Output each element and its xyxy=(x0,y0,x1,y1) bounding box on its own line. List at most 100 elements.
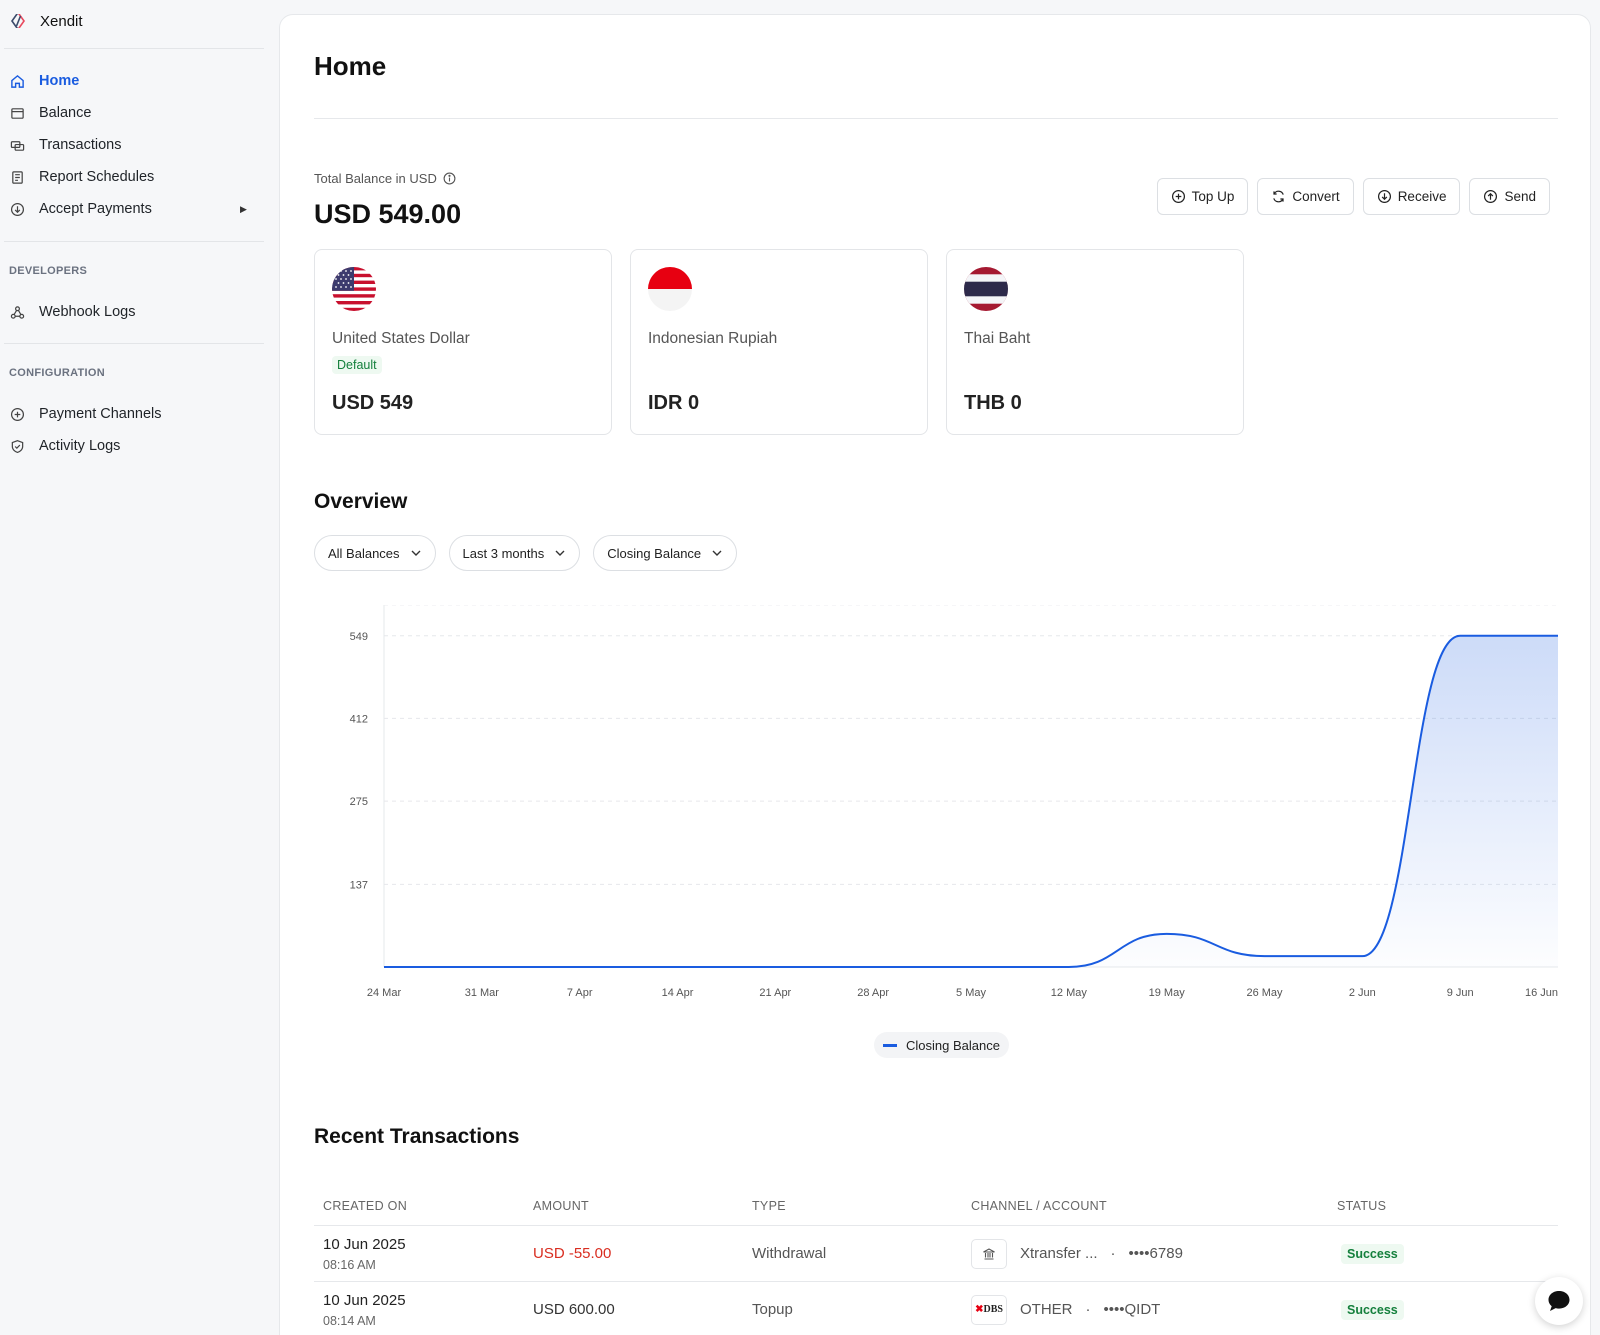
account-number: ••••6789 xyxy=(1128,1245,1183,1262)
separator-dot: · xyxy=(1110,1245,1116,1262)
main-panel: Home Total Balance in USD USD 549.00 Top… xyxy=(279,14,1591,1335)
divider xyxy=(4,343,264,344)
data-point xyxy=(479,965,484,970)
convert-button[interactable]: Convert xyxy=(1257,178,1354,215)
x-tick-label: 28 Apr xyxy=(857,987,889,999)
currency-card-thb[interactable]: Thai Baht THB 0 xyxy=(946,249,1244,435)
default-badge: Default xyxy=(332,356,382,374)
refresh-icon xyxy=(1273,190,1285,203)
column-header: CHANNEL / ACCOUNT xyxy=(971,1198,1107,1213)
sidebar-item-label: Accept Payments xyxy=(39,201,152,217)
x-tick-label: 7 Apr xyxy=(567,987,593,999)
data-point xyxy=(1458,633,1463,638)
filter-label: Closing Balance xyxy=(607,545,702,561)
plus-circle-icon xyxy=(10,407,25,421)
main-nav: Home Balance Transactions Report Schedul… xyxy=(0,49,270,225)
xendit-logo-icon xyxy=(11,14,25,28)
caret-right-icon: ▶ xyxy=(240,203,247,214)
time: 08:14 AM xyxy=(323,1313,376,1328)
legend-swatch xyxy=(883,1043,897,1047)
currency-amount: USD 549 xyxy=(332,392,414,414)
x-tick-label: 5 May xyxy=(956,987,986,999)
sidebar-item-transactions[interactable]: Transactions xyxy=(0,129,270,161)
currency-card-usd[interactable]: United States Dollar Default USD 549 xyxy=(314,249,612,435)
data-point xyxy=(1360,954,1365,959)
convert-label: Convert xyxy=(1292,189,1340,204)
arrow-down-circle-icon xyxy=(10,202,25,216)
us-flag-icon xyxy=(332,267,376,311)
send-button[interactable]: Send xyxy=(1469,178,1550,215)
sidebar-item-label: Report Schedules xyxy=(39,169,155,185)
sidebar-item-webhook-logs[interactable]: Webhook Logs xyxy=(0,296,270,328)
chevron-down-icon xyxy=(555,550,565,556)
date: 10 Jun 2025 xyxy=(323,1291,406,1309)
balance-filter-dropdown[interactable]: All Balances xyxy=(314,535,436,571)
info-icon[interactable] xyxy=(443,172,456,185)
divider xyxy=(314,118,1558,119)
column-header: CREATED ON xyxy=(323,1198,408,1213)
currency-card-idr[interactable]: Indonesian Rupiah IDR 0 xyxy=(630,249,928,435)
sidebar-item-label: Balance xyxy=(39,105,92,121)
chart-legend[interactable]: Closing Balance xyxy=(874,1032,1009,1058)
column-header: AMOUNT xyxy=(533,1198,589,1213)
period-filter-dropdown[interactable]: Last 3 months xyxy=(448,535,581,571)
overview-filters: All Balances Last 3 months Closing Balan… xyxy=(314,535,738,571)
table-row[interactable]: 10 Jun 2025 08:14 AM USD 600.00 Topup ✖ D… xyxy=(314,1282,1558,1335)
report-icon xyxy=(12,170,23,184)
sidebar-item-label: Webhook Logs xyxy=(39,304,136,320)
total-balance-label: Total Balance in USD xyxy=(314,171,456,186)
y-tick-label: 137 xyxy=(350,879,368,891)
sidebar-item-report-schedules[interactable]: Report Schedules xyxy=(0,161,270,193)
receive-label: Receive xyxy=(1397,189,1447,204)
currency-name: Thai Baht xyxy=(964,330,1031,347)
table-header: CREATED ON AMOUNT TYPE CHANNEL / ACCOUNT… xyxy=(314,1186,1558,1226)
brand[interactable]: Xendit xyxy=(0,0,270,42)
closing-balance-chart: 137 275 412 549 24 Mar 31 Mar 7 Apr 14 Apr 21 Ap… xyxy=(350,605,1558,999)
separator-dot: · xyxy=(1085,1301,1091,1318)
sidebar-item-label: Transactions xyxy=(39,137,122,153)
currency-name: United States Dollar xyxy=(332,330,470,347)
data-point xyxy=(1066,965,1071,970)
type-cell: Withdrawal xyxy=(752,1245,827,1262)
sidebar-item-balance[interactable]: Balance xyxy=(0,97,270,129)
wallet-icon xyxy=(11,107,24,119)
arrow-down-circle-icon xyxy=(1377,189,1391,204)
type-cell: Topup xyxy=(752,1301,793,1318)
section-title-configuration: CONFIGURATION xyxy=(9,367,105,379)
chevron-down-icon xyxy=(411,550,421,556)
total-balance-value: USD 549.00 xyxy=(314,199,462,229)
sidebar-item-accept-payments[interactable]: Accept Payments ▶ xyxy=(0,193,270,225)
y-tick-label: 275 xyxy=(350,796,368,808)
section-title-developers: DEVELOPERS xyxy=(9,265,88,277)
x-tick-label: 19 May xyxy=(1149,987,1186,999)
data-point xyxy=(969,965,974,970)
table-row[interactable]: 10 Jun 2025 08:16 AM USD -55.00 Withdraw… xyxy=(314,1226,1558,1282)
metric-filter-dropdown[interactable]: Closing Balance xyxy=(593,535,738,571)
channel-cell: ✖ DBS OTHER · ••••QIDT xyxy=(971,1294,1337,1325)
currency-amount: IDR 0 xyxy=(648,392,700,414)
sidebar-item-payment-channels[interactable]: Payment Channels xyxy=(0,398,270,430)
series-area xyxy=(384,635,1558,967)
account-number: ••••QIDT xyxy=(1103,1301,1161,1318)
chat-button[interactable] xyxy=(1535,1277,1583,1325)
data-point xyxy=(773,965,778,970)
column-header: STATUS xyxy=(1337,1198,1387,1213)
dbs-logo-text: DBS xyxy=(983,1304,1003,1315)
date: 10 Jun 2025 xyxy=(323,1235,406,1253)
brand-name: Xendit xyxy=(40,12,83,30)
sidebar-item-activity-logs[interactable]: Activity Logs xyxy=(0,430,270,462)
top-up-button[interactable]: Top Up xyxy=(1156,178,1249,215)
filter-label: Last 3 months xyxy=(462,545,545,561)
recent-transactions-title: Recent Transactions xyxy=(314,1125,520,1148)
channel-name: Xtransfer ... xyxy=(1020,1245,1098,1262)
sidebar: Xendit Home Balance Transactions Report … xyxy=(0,0,270,1335)
receive-button[interactable]: Receive xyxy=(1362,178,1461,215)
created-on-cell: 10 Jun 2025 08:16 AM xyxy=(314,1236,533,1272)
x-tick-label: 14 Apr xyxy=(662,987,694,999)
created-on-cell: 10 Jun 2025 08:14 AM xyxy=(314,1292,533,1328)
amount-cell: USD 600.00 xyxy=(533,1301,615,1318)
x-tick-label: 2 Jun xyxy=(1349,987,1376,999)
sidebar-item-home[interactable]: Home xyxy=(0,65,270,97)
legend-label: Closing Balance xyxy=(906,1037,1000,1053)
data-point xyxy=(675,965,680,970)
